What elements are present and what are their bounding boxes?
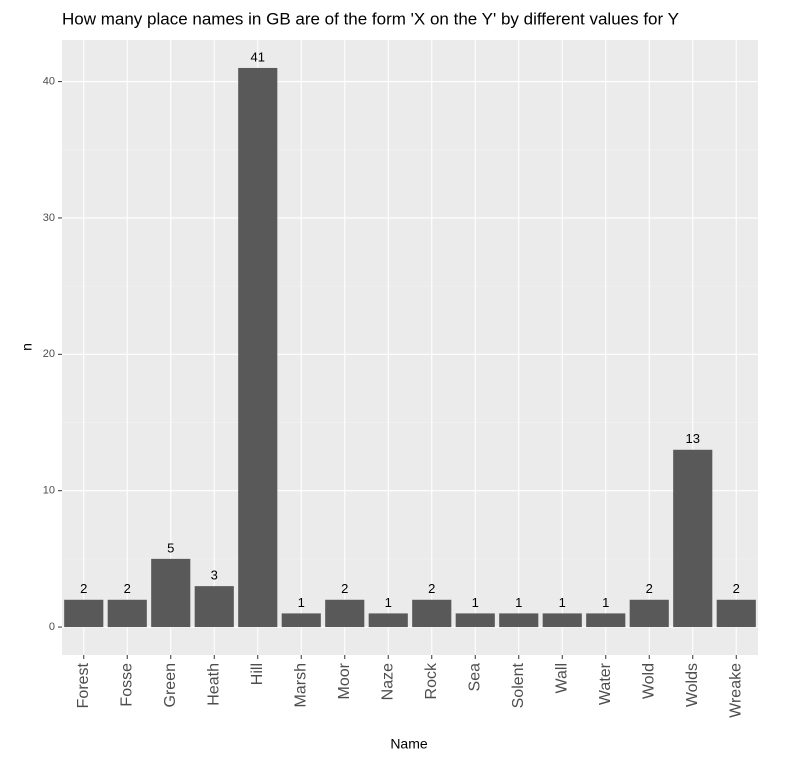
x-tick-label: Naze [379,663,396,700]
y-tick-label: 30 [43,212,55,224]
value-label: 1 [602,595,609,610]
x-tick-label: Water [597,662,614,705]
bar [499,613,539,628]
bar [151,558,191,628]
bar [325,599,365,628]
value-label: 2 [124,581,131,596]
chart-title: How many place names in GB are of the fo… [62,9,679,28]
bar [368,613,408,628]
x-tick-label: Solent [510,662,527,708]
x-tick-label: Marsh [292,663,309,707]
bar [673,449,713,628]
bar [412,599,452,628]
bar [455,613,495,628]
x-tick-label: Moor [336,662,353,699]
x-tick-label: Heath [205,663,222,706]
x-tick-label: Wall [553,663,570,694]
bar [716,599,756,628]
value-label: 1 [515,595,522,610]
value-label: 2 [733,581,740,596]
bar [629,599,669,628]
bar [542,613,582,628]
x-tick-label: Hill [249,663,266,685]
y-tick-label: 0 [49,621,55,633]
panel [62,40,758,655]
bar [238,67,278,628]
value-label: 5 [167,540,174,555]
bar [194,586,234,628]
y-tick-label: 40 [43,75,55,87]
x-tick-label: Wolds [684,663,701,707]
y-tick-label: 20 [43,348,55,360]
x-tick-label: Fosse [118,663,135,707]
value-label: 1 [472,595,479,610]
x-tick-label: Forest [75,662,92,708]
x-axis-title: Name [390,736,428,752]
value-label: 13 [686,431,700,446]
value-label: 2 [341,581,348,596]
value-label: 2 [80,581,87,596]
value-label: 2 [428,581,435,596]
value-label: 41 [251,49,265,64]
bar [107,599,147,628]
value-label: 3 [211,568,218,583]
x-tick-label: Wreake [727,663,744,718]
value-label: 1 [298,595,305,610]
x-tick-label: Green [162,663,179,707]
x-tick-label: Sea [466,663,483,692]
x-tick-label: Wold [640,663,657,699]
value-label: 1 [559,595,566,610]
y-tick-label: 10 [43,485,55,497]
y-axis-title: n [19,343,35,351]
bar [281,613,321,628]
value-label: 2 [646,581,653,596]
x-tick-label: Rock [423,662,440,699]
bar [64,599,104,628]
value-label: 1 [385,595,392,610]
bar [586,613,626,628]
